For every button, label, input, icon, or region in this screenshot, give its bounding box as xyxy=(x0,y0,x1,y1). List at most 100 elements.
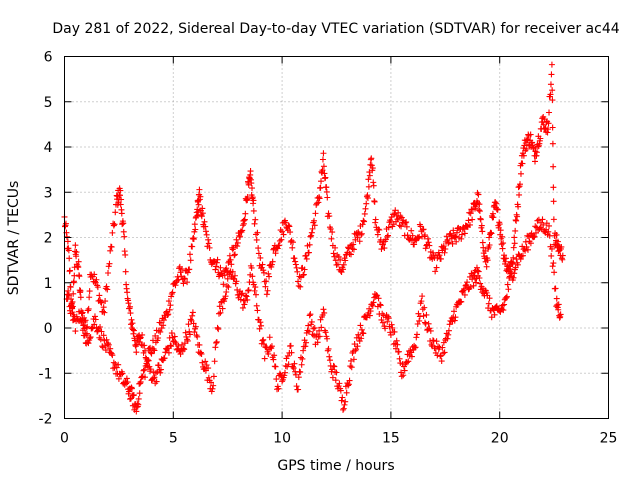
data-point xyxy=(325,210,332,217)
data-point xyxy=(510,244,517,251)
data-point xyxy=(221,272,228,279)
data-point xyxy=(140,367,147,374)
data-point xyxy=(190,236,197,243)
data-point xyxy=(549,263,556,270)
data-point xyxy=(324,194,331,201)
data-point xyxy=(319,167,326,174)
data-point xyxy=(128,385,135,392)
data-point xyxy=(255,250,262,257)
data-point xyxy=(375,295,382,302)
data-point xyxy=(93,276,100,283)
data-point xyxy=(210,373,217,380)
data-point xyxy=(293,383,300,390)
data-point xyxy=(127,396,134,403)
data-point xyxy=(191,329,198,336)
data-point xyxy=(546,109,553,116)
data-point xyxy=(229,268,236,275)
data-point xyxy=(413,334,420,341)
data-point xyxy=(545,126,552,133)
data-point xyxy=(393,337,400,344)
data-point xyxy=(112,209,119,216)
data-point xyxy=(394,341,401,348)
data-point xyxy=(278,236,285,243)
data-point xyxy=(254,307,261,314)
data-point xyxy=(450,227,457,234)
data-point xyxy=(379,241,386,248)
data-point xyxy=(251,220,258,227)
data-point xyxy=(377,302,384,309)
data-point xyxy=(72,248,79,255)
data-point xyxy=(445,327,452,334)
data-point xyxy=(297,283,304,290)
data-point xyxy=(198,213,205,220)
data-point xyxy=(70,290,77,297)
data-point xyxy=(458,298,465,305)
data-point xyxy=(491,311,498,318)
data-point xyxy=(330,250,337,257)
data-point xyxy=(223,289,230,296)
data-point xyxy=(75,264,82,271)
data-point xyxy=(110,222,117,229)
data-point xyxy=(366,172,373,179)
data-point xyxy=(549,124,556,131)
data-point xyxy=(476,201,483,208)
data-point xyxy=(276,237,283,244)
data-point xyxy=(231,272,238,279)
data-point xyxy=(199,359,206,366)
data-point xyxy=(368,162,375,169)
data-point xyxy=(289,363,296,370)
data-point xyxy=(469,216,476,223)
data-point xyxy=(307,233,314,240)
data-point xyxy=(305,328,312,335)
data-point xyxy=(217,309,224,316)
data-point xyxy=(439,344,446,351)
data-point xyxy=(221,298,228,305)
data-point xyxy=(324,335,331,342)
data-point xyxy=(306,312,313,319)
data-point xyxy=(445,239,452,246)
data-point xyxy=(353,346,360,353)
data-point xyxy=(452,314,459,321)
data-point xyxy=(555,301,562,308)
data-point xyxy=(478,222,485,229)
data-point xyxy=(503,293,510,300)
data-point xyxy=(219,305,226,312)
data-point xyxy=(517,256,524,263)
data-point xyxy=(284,352,291,359)
data-point xyxy=(268,343,275,350)
data-point xyxy=(320,150,327,157)
data-point xyxy=(320,163,327,170)
data-point xyxy=(70,278,77,285)
data-point xyxy=(272,363,279,370)
data-point xyxy=(202,228,209,235)
data-point xyxy=(107,345,114,352)
data-point xyxy=(388,321,395,328)
data-point xyxy=(373,292,380,299)
data-point xyxy=(326,213,333,220)
data-point xyxy=(425,320,432,327)
data-point xyxy=(118,210,125,217)
data-point xyxy=(519,160,526,167)
data-point xyxy=(97,336,104,343)
data-point xyxy=(555,306,562,313)
data-point xyxy=(250,207,257,214)
data-point xyxy=(458,231,465,238)
data-point xyxy=(350,356,357,363)
data-point xyxy=(144,357,151,364)
data-point xyxy=(432,268,439,275)
data-point xyxy=(293,264,300,271)
data-point xyxy=(66,267,73,274)
data-point xyxy=(169,289,176,296)
data-point xyxy=(270,246,277,253)
data-point xyxy=(263,278,270,285)
data-point xyxy=(470,282,477,289)
data-point xyxy=(97,323,104,330)
data-point xyxy=(461,230,468,237)
data-point xyxy=(157,369,164,376)
data-point xyxy=(85,340,92,347)
data-point xyxy=(83,324,90,331)
data-point xyxy=(464,279,471,286)
data-point xyxy=(119,370,126,377)
data-point xyxy=(546,232,553,239)
data-point xyxy=(391,328,398,335)
